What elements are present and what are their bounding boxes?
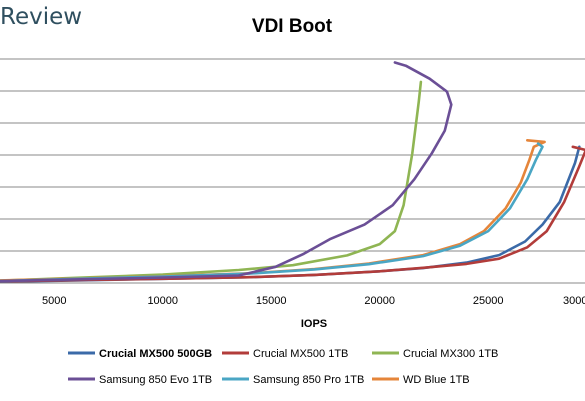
gridlines [0,58,585,284]
legend-item: Crucial MX300 1TB [372,348,498,360]
legend-item: Crucial MX500 500GB [68,348,212,360]
x-tick-label: 25000 [473,295,504,307]
legend: Crucial MX500 500GB Crucial MX500 1TB Cruc… [68,348,498,386]
series-lines [0,61,585,284]
series-line-crucial-mx300-1tb [0,80,423,283]
legend-item: Crucial MX500 1TB [222,348,348,360]
x-axis-label: IOPS [301,318,327,330]
series-line-samsung-850-pro-1tb [0,142,544,283]
x-tick-label: 20000 [364,295,395,307]
series-line-crucial-mx500-1tb [0,145,585,283]
brand-logo-text: Review [0,4,83,30]
series-line-wd-blue-1tb [0,139,546,282]
x-tick-label: 10000 [147,295,178,307]
legend-label: WD Blue 1TB [403,374,470,386]
series-line-samsung-850-evo-1tb [0,61,453,283]
legend-label: Crucial MX300 1TB [403,348,498,360]
legend-label: Crucial MX500 500GB [99,348,212,360]
legend-label: Samsung 850 Pro 1TB [253,374,364,386]
x-tick-label: 15000 [256,295,287,307]
legend-label: Crucial MX500 1TB [253,348,348,360]
chart-title: VDI Boot [252,16,333,37]
legend-item: Samsung 850 Pro 1TB [222,374,364,386]
legend-label: Samsung 850 Evo 1TB [99,374,212,386]
legend-item: Samsung 850 Evo 1TB [68,374,212,386]
x-tick-label: 5000 [42,295,66,307]
x-axis-ticks: 5000 10000 15000 20000 25000 3000 [42,295,585,307]
x-tick-label: 3000 [563,295,585,307]
legend-item: WD Blue 1TB [372,374,470,386]
